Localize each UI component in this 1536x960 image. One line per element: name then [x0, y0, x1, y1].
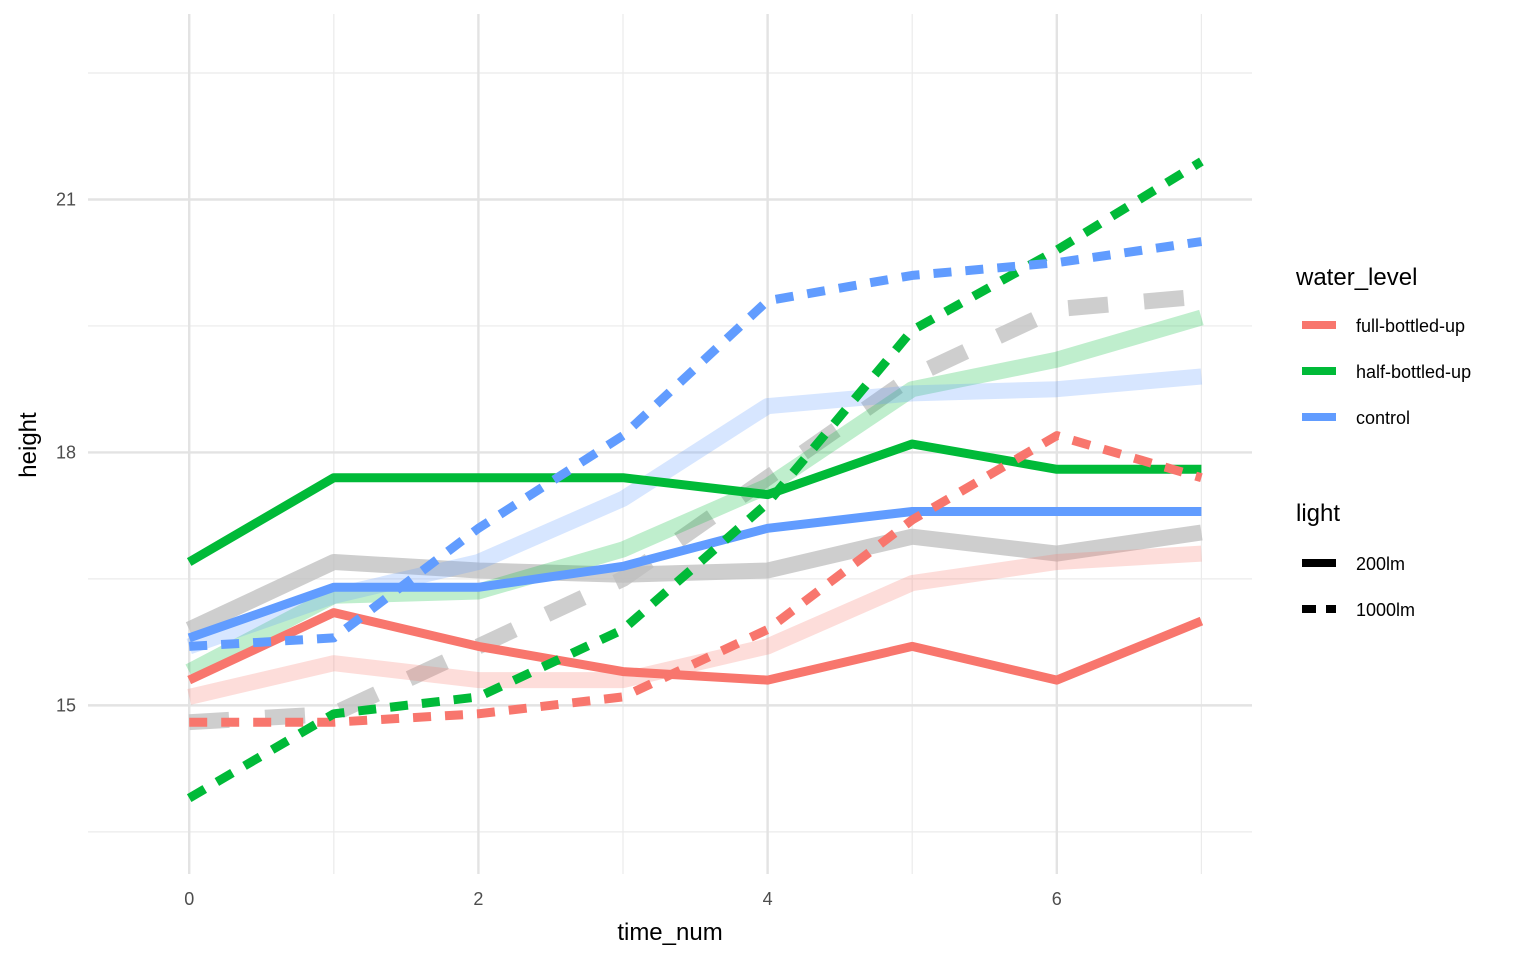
x-tick-label: 0: [184, 889, 194, 909]
y-tick-label: 21: [56, 189, 76, 209]
series-line-half-bottled-up-200lm-shadow: [185, 309, 1204, 679]
legend-label-200lm: 200lm: [1356, 554, 1405, 574]
legend-water-level: water_level full-bottled-up half-bottled…: [1295, 264, 1471, 428]
series-line-grey-200lm-shadow: [185, 524, 1203, 637]
y-axis-title: height: [15, 412, 42, 478]
legend-label-1000lm: 1000lm: [1356, 600, 1415, 620]
x-axis-title: time_num: [617, 919, 722, 946]
x-tick-label: 2: [473, 889, 483, 909]
series-line-control-1000lm: [188, 237, 1203, 651]
legend-label-half-bottled-up: half-bottled-up: [1356, 362, 1471, 382]
series-line-control-200lm: [187, 507, 1202, 643]
x-tick-label: 4: [763, 889, 773, 909]
y-tick-label: 15: [56, 695, 76, 715]
series-layer: [185, 157, 1204, 802]
series-line-half-bottled-up-200lm: [186, 439, 1202, 566]
series-line-grey-1000lm-shadow: [188, 288, 1203, 731]
y-tick-label: 18: [56, 442, 76, 462]
x-axis-ticks: 0 2 4 6: [184, 889, 1062, 909]
x-tick-label: 6: [1052, 889, 1062, 909]
legend-light: light 200lm 1000lm: [1296, 500, 1415, 620]
series-line-full-bottled-up-1000lm: [189, 431, 1203, 727]
legend-title-water-level: water_level: [1295, 264, 1417, 291]
legend-label-full-bottled-up: full-bottled-up: [1356, 316, 1465, 336]
legend-title-light: light: [1296, 500, 1340, 527]
legend-label-control: control: [1356, 408, 1410, 428]
grid: [88, 14, 1252, 874]
y-axis-ticks: 15 18 21: [56, 189, 76, 715]
